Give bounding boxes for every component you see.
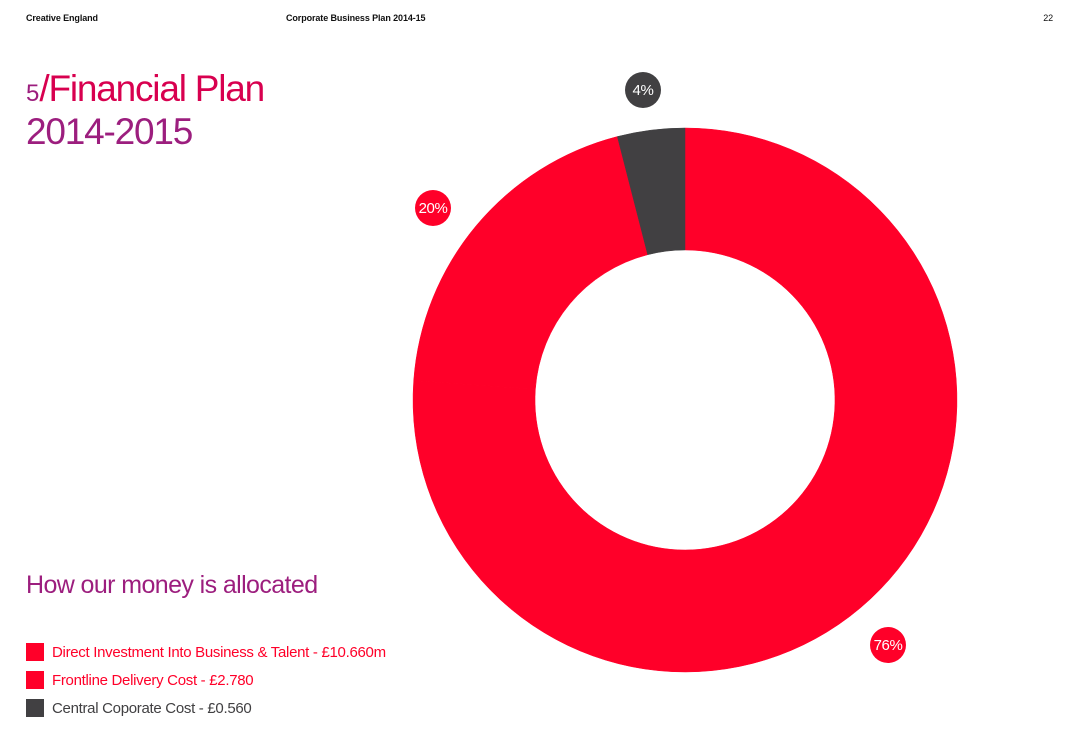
percent-label: 20%: [419, 200, 448, 217]
legend-item-direct-investment: Direct Investment Into Business & Talent…: [26, 638, 386, 666]
header-org-name: Creative England: [26, 13, 98, 23]
header-page-number: 22: [1043, 13, 1053, 23]
legend-item-frontline-delivery: Frontline Delivery Cost - £2.780: [26, 666, 386, 694]
percent-label: 4%: [633, 82, 654, 99]
percent-badge-frontline-delivery: 20%: [415, 190, 451, 226]
donut-slice-direct-investment: [412, 127, 958, 673]
legend-item-central-corporate: Central Coporate Cost - £0.560: [26, 694, 386, 722]
donut-slice-frontline-delivery: [413, 136, 649, 390]
percent-badge-direct-investment: 76%: [870, 627, 906, 663]
percent-badge-circle: [415, 190, 451, 226]
chart-subtitle: How our money is allocated: [26, 571, 318, 599]
header-document-title: Corporate Business Plan 2014-15: [286, 13, 426, 23]
legend-swatch: [26, 699, 44, 717]
percent-badge-circle: [625, 72, 661, 108]
legend-swatch: [26, 671, 44, 689]
legend-swatch: [26, 643, 44, 661]
legend-label: Frontline Delivery Cost - £2.780: [52, 671, 254, 689]
section-number: 5: [26, 80, 40, 107]
title-years: 2014-2015: [26, 111, 193, 152]
percent-badge-central-corporate: 4%: [625, 72, 661, 108]
chart-legend: Direct Investment Into Business & Talent…: [26, 638, 386, 722]
legend-label: Central Coporate Cost - £0.560: [52, 699, 252, 717]
page-title: 5/Financial Plan 2014-2015: [26, 68, 265, 152]
percent-badge-circle: [870, 627, 906, 663]
legend-label: Direct Investment Into Business & Talent…: [52, 643, 386, 661]
section-title: /Financial Plan: [39, 68, 265, 109]
percent-label: 76%: [874, 637, 903, 654]
donut-slice-central-corporate: [617, 127, 686, 256]
